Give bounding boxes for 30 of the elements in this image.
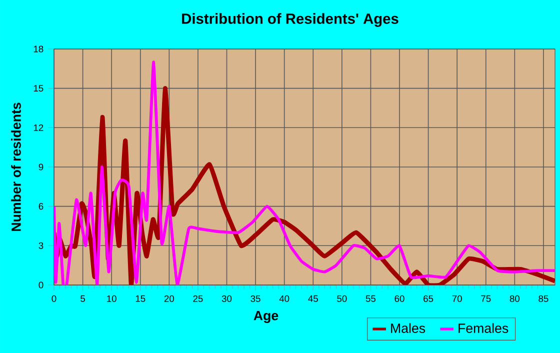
x-tick-label: 25	[193, 295, 203, 302]
x-tick-label: 75	[481, 295, 491, 302]
y-axis-title: Number of residents	[11, 102, 21, 231]
x-tick-label: 85	[538, 295, 548, 302]
x-tick-label: 50	[337, 295, 347, 302]
x-tick-label: 35	[250, 295, 260, 302]
legend-label: Females	[458, 323, 508, 333]
x-tick-label: 0	[52, 295, 56, 302]
y-tick-label: 0	[38, 282, 44, 288]
y-tick-label: 15	[34, 85, 44, 92]
x-tick-label: 80	[510, 295, 520, 302]
y-tick-label: 12	[34, 124, 44, 131]
x-axis-title: Age	[254, 310, 278, 323]
x-tick-label: 20	[164, 295, 174, 302]
chart-title: Distribution of Residents' Ages	[182, 13, 398, 27]
x-tick-label: 5	[80, 295, 85, 302]
x-tick-label: 60	[394, 295, 404, 302]
y-tick-label: 18	[34, 46, 44, 52]
x-tick-label: 30	[222, 295, 232, 302]
x-tick-label: 70	[452, 295, 462, 302]
y-tick-label: 9	[38, 164, 44, 170]
x-tick-label: 15	[136, 295, 146, 302]
legend-label: Males	[391, 323, 426, 333]
x-tick-label: 65	[424, 295, 434, 302]
x-tick-label: 10	[107, 295, 116, 302]
y-tick-label: 3	[38, 242, 44, 249]
y-tick-label: 6	[38, 203, 44, 210]
x-tick-label: 55	[366, 295, 376, 302]
x-tick-label: 45	[308, 295, 318, 302]
x-tick-label: 40	[279, 295, 290, 302]
